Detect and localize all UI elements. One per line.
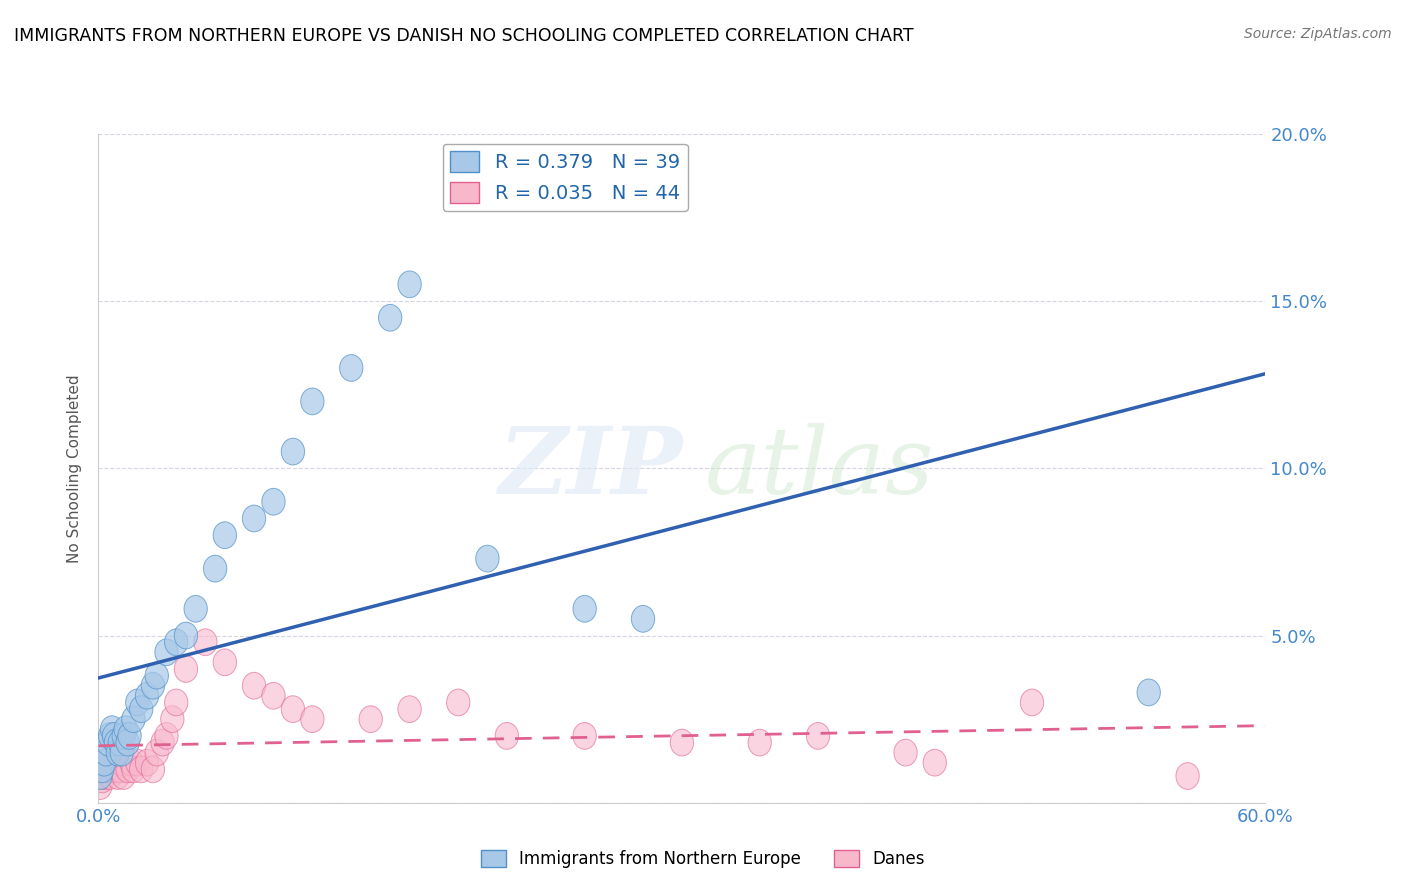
Ellipse shape bbox=[129, 696, 153, 723]
Ellipse shape bbox=[108, 730, 132, 756]
Ellipse shape bbox=[114, 715, 138, 742]
Ellipse shape bbox=[574, 723, 596, 749]
Ellipse shape bbox=[398, 696, 422, 723]
Ellipse shape bbox=[120, 749, 143, 776]
Ellipse shape bbox=[145, 739, 169, 766]
Text: atlas: atlas bbox=[706, 424, 935, 513]
Ellipse shape bbox=[97, 749, 120, 776]
Ellipse shape bbox=[447, 689, 470, 715]
Ellipse shape bbox=[89, 763, 112, 789]
Ellipse shape bbox=[204, 555, 226, 582]
Ellipse shape bbox=[359, 706, 382, 732]
Ellipse shape bbox=[90, 756, 114, 783]
Ellipse shape bbox=[340, 355, 363, 382]
Ellipse shape bbox=[110, 739, 134, 766]
Ellipse shape bbox=[262, 682, 285, 709]
Ellipse shape bbox=[100, 756, 124, 783]
Ellipse shape bbox=[90, 766, 114, 793]
Ellipse shape bbox=[100, 715, 124, 742]
Ellipse shape bbox=[1175, 763, 1199, 789]
Ellipse shape bbox=[475, 545, 499, 572]
Ellipse shape bbox=[122, 706, 145, 732]
Ellipse shape bbox=[301, 388, 323, 415]
Ellipse shape bbox=[93, 749, 115, 776]
Ellipse shape bbox=[398, 271, 422, 298]
Legend: Immigrants from Northern Europe, Danes: Immigrants from Northern Europe, Danes bbox=[474, 843, 932, 875]
Ellipse shape bbox=[135, 749, 159, 776]
Ellipse shape bbox=[194, 629, 217, 656]
Ellipse shape bbox=[214, 649, 236, 676]
Ellipse shape bbox=[94, 756, 118, 783]
Ellipse shape bbox=[108, 756, 132, 783]
Ellipse shape bbox=[103, 749, 125, 776]
Ellipse shape bbox=[112, 723, 135, 749]
Ellipse shape bbox=[93, 763, 115, 789]
Ellipse shape bbox=[495, 723, 519, 749]
Ellipse shape bbox=[748, 730, 772, 756]
Ellipse shape bbox=[165, 629, 188, 656]
Ellipse shape bbox=[165, 689, 188, 715]
Ellipse shape bbox=[104, 756, 128, 783]
Ellipse shape bbox=[160, 706, 184, 732]
Ellipse shape bbox=[135, 682, 159, 709]
Ellipse shape bbox=[174, 656, 198, 682]
Ellipse shape bbox=[104, 730, 128, 756]
Ellipse shape bbox=[242, 505, 266, 532]
Y-axis label: No Schooling Completed: No Schooling Completed bbox=[67, 374, 83, 563]
Ellipse shape bbox=[141, 756, 165, 783]
Ellipse shape bbox=[125, 689, 149, 715]
Ellipse shape bbox=[378, 304, 402, 331]
Ellipse shape bbox=[110, 749, 134, 776]
Ellipse shape bbox=[155, 723, 179, 749]
Ellipse shape bbox=[145, 662, 169, 689]
Ellipse shape bbox=[97, 730, 120, 756]
Ellipse shape bbox=[150, 730, 174, 756]
Ellipse shape bbox=[125, 749, 149, 776]
Ellipse shape bbox=[107, 763, 129, 789]
Ellipse shape bbox=[281, 696, 305, 723]
Ellipse shape bbox=[924, 749, 946, 776]
Ellipse shape bbox=[214, 522, 236, 549]
Ellipse shape bbox=[115, 730, 139, 756]
Ellipse shape bbox=[103, 723, 125, 749]
Text: Source: ZipAtlas.com: Source: ZipAtlas.com bbox=[1244, 27, 1392, 41]
Ellipse shape bbox=[301, 706, 323, 732]
Ellipse shape bbox=[1137, 679, 1160, 706]
Ellipse shape bbox=[129, 756, 153, 783]
Ellipse shape bbox=[1021, 689, 1043, 715]
Ellipse shape bbox=[281, 438, 305, 465]
Ellipse shape bbox=[242, 673, 266, 699]
Text: ZIP: ZIP bbox=[498, 424, 682, 513]
Ellipse shape bbox=[115, 756, 139, 783]
Ellipse shape bbox=[122, 756, 145, 783]
Ellipse shape bbox=[155, 639, 179, 665]
Ellipse shape bbox=[98, 723, 122, 749]
Text: IMMIGRANTS FROM NORTHERN EUROPE VS DANISH NO SCHOOLING COMPLETED CORRELATION CHA: IMMIGRANTS FROM NORTHERN EUROPE VS DANIS… bbox=[14, 27, 914, 45]
Ellipse shape bbox=[94, 739, 118, 766]
Ellipse shape bbox=[807, 723, 830, 749]
Ellipse shape bbox=[174, 623, 198, 649]
Ellipse shape bbox=[671, 730, 693, 756]
Ellipse shape bbox=[262, 489, 285, 516]
Ellipse shape bbox=[574, 596, 596, 623]
Ellipse shape bbox=[107, 739, 129, 766]
Ellipse shape bbox=[112, 763, 135, 789]
Ellipse shape bbox=[98, 763, 122, 789]
Legend: R = 0.379   N = 39, R = 0.035   N = 44: R = 0.379 N = 39, R = 0.035 N = 44 bbox=[443, 144, 688, 211]
Ellipse shape bbox=[184, 596, 207, 623]
Ellipse shape bbox=[894, 739, 917, 766]
Ellipse shape bbox=[118, 723, 141, 749]
Ellipse shape bbox=[89, 772, 112, 799]
Ellipse shape bbox=[141, 673, 165, 699]
Ellipse shape bbox=[631, 606, 655, 632]
